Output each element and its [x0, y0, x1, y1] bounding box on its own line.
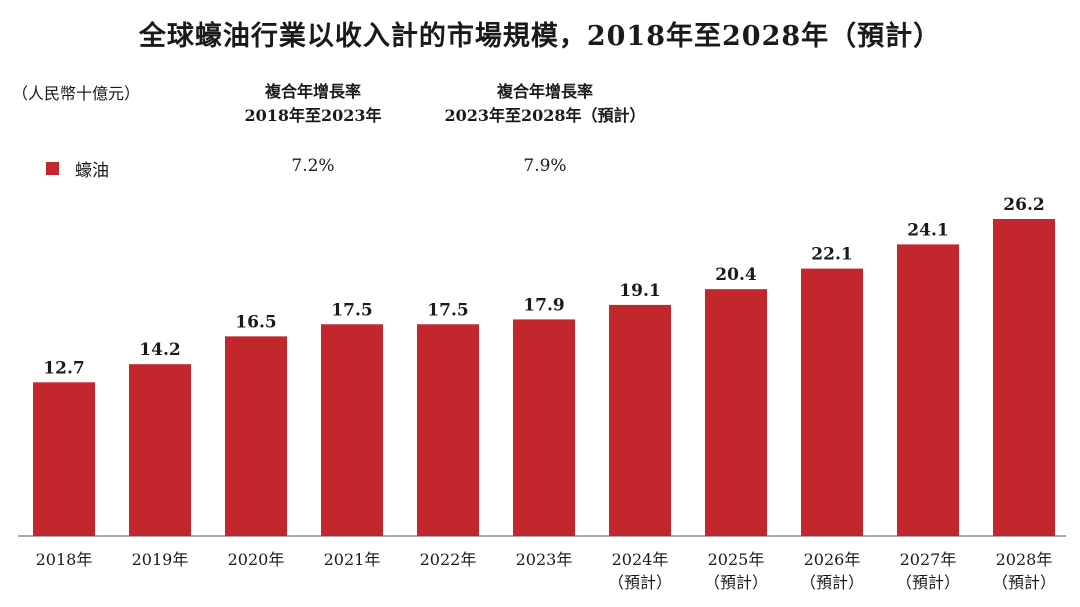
x-tick-label: 2025年 — [708, 550, 765, 569]
data-label: 14.2 — [139, 340, 180, 360]
data-label: 17.9 — [523, 295, 564, 315]
data-label: 26.2 — [1003, 195, 1044, 215]
chart-title: 全球蠔油行業以收入計的市場規模，2018年至2028年（預計） — [138, 21, 942, 52]
data-label: 12.7 — [43, 358, 84, 378]
bar — [321, 324, 383, 536]
bar — [513, 319, 575, 536]
x-tick-note: （預計） — [896, 573, 960, 592]
x-tick-note: （預計） — [800, 573, 864, 592]
x-tick-note: （預計） — [704, 573, 768, 592]
bar — [225, 336, 287, 536]
data-label: 19.1 — [619, 281, 660, 301]
x-tick-label: 2024年 — [612, 550, 669, 569]
cagr-header-line2: 2018年至2023年 — [244, 106, 382, 125]
cagr-header-line2: 2023年至2028年（預計） — [444, 106, 646, 125]
data-label: 20.4 — [715, 265, 757, 285]
data-label: 24.1 — [907, 220, 948, 240]
bar — [897, 244, 959, 537]
unit-label: （人民幣十億元） — [12, 84, 141, 103]
x-tick-note: （預計） — [992, 573, 1056, 592]
cagr-value-2023-2028: 7.9% — [523, 156, 567, 176]
x-tick-label: 2021年 — [324, 550, 381, 569]
legend-label: 蠔油 — [75, 161, 109, 181]
bar — [129, 364, 191, 536]
legend: 蠔油 — [46, 156, 109, 181]
data-label: 22.1 — [811, 245, 852, 265]
x-tick-label: 2027年 — [900, 550, 957, 569]
cagr-header-2018-2023: 複合年增長率 2018年至2023年 — [228, 80, 398, 128]
data-label: 17.5 — [331, 300, 372, 320]
data-label: 17.5 — [427, 300, 468, 320]
bar — [33, 382, 95, 536]
bar — [705, 289, 767, 536]
bar — [609, 304, 671, 536]
x-tick-label: 2023年 — [516, 550, 573, 569]
x-tick-label: 2018年 — [36, 550, 93, 569]
data-label: 16.5 — [235, 312, 276, 332]
cagr-value-2018-2023: 7.2% — [291, 156, 335, 176]
x-tick-label: 2028年 — [996, 550, 1053, 569]
cagr-header-2023-2028: 複合年增長率 2023年至2028年（預計） — [420, 80, 670, 128]
legend-swatch — [46, 162, 59, 175]
cagr-header-line1: 複合年增長率 — [264, 82, 361, 101]
x-tick-label: 2019年 — [132, 550, 189, 569]
x-tick-label: 2026年 — [804, 550, 861, 569]
cagr-header-line1: 複合年增長率 — [496, 82, 593, 101]
bar — [993, 219, 1055, 536]
x-tick-label: 2020年 — [228, 550, 285, 569]
x-tick-label: 2022年 — [420, 550, 477, 569]
bar — [417, 324, 479, 536]
x-tick-note: （預計） — [608, 573, 672, 592]
bar — [801, 268, 863, 536]
